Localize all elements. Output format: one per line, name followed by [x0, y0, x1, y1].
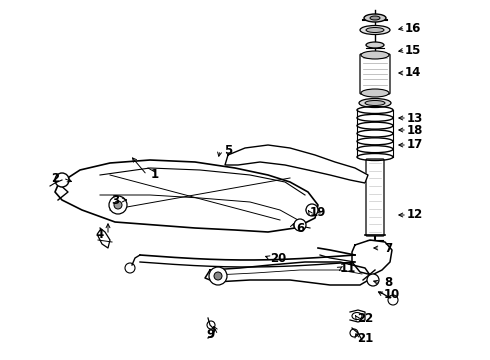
Text: 5: 5 — [224, 144, 232, 157]
Text: 19: 19 — [310, 207, 326, 220]
FancyBboxPatch shape — [360, 54, 390, 94]
Circle shape — [306, 204, 318, 216]
Text: 2: 2 — [51, 171, 59, 184]
Text: 20: 20 — [270, 252, 286, 265]
Circle shape — [114, 201, 122, 209]
Circle shape — [367, 274, 379, 286]
Polygon shape — [352, 240, 392, 275]
Ellipse shape — [366, 27, 384, 32]
Ellipse shape — [361, 51, 389, 59]
Text: 6: 6 — [296, 221, 304, 234]
Circle shape — [109, 196, 127, 214]
Text: 21: 21 — [357, 332, 373, 345]
Ellipse shape — [370, 16, 380, 20]
Text: 15: 15 — [405, 44, 421, 57]
Text: 11: 11 — [340, 261, 356, 274]
FancyBboxPatch shape — [366, 159, 384, 236]
Text: 17: 17 — [407, 139, 423, 152]
Circle shape — [209, 267, 227, 285]
Ellipse shape — [359, 99, 391, 108]
Polygon shape — [55, 160, 318, 232]
Text: 3: 3 — [111, 194, 119, 207]
Ellipse shape — [364, 14, 386, 22]
Circle shape — [214, 272, 222, 280]
Text: 16: 16 — [405, 22, 421, 35]
Text: 7: 7 — [384, 242, 392, 255]
Text: 1: 1 — [151, 168, 159, 181]
Circle shape — [55, 173, 69, 187]
Text: 9: 9 — [206, 328, 214, 342]
Text: 18: 18 — [407, 123, 423, 136]
Ellipse shape — [360, 26, 390, 35]
Text: 10: 10 — [384, 288, 400, 302]
Text: 13: 13 — [407, 112, 423, 125]
Polygon shape — [205, 262, 372, 285]
Ellipse shape — [365, 100, 385, 105]
Text: 22: 22 — [357, 311, 373, 324]
Text: 4: 4 — [96, 229, 104, 242]
Text: 12: 12 — [407, 208, 423, 221]
Text: 14: 14 — [405, 67, 421, 80]
Ellipse shape — [361, 89, 389, 97]
Polygon shape — [225, 145, 368, 183]
Ellipse shape — [366, 42, 384, 48]
Text: 8: 8 — [384, 276, 392, 289]
Circle shape — [294, 219, 306, 231]
